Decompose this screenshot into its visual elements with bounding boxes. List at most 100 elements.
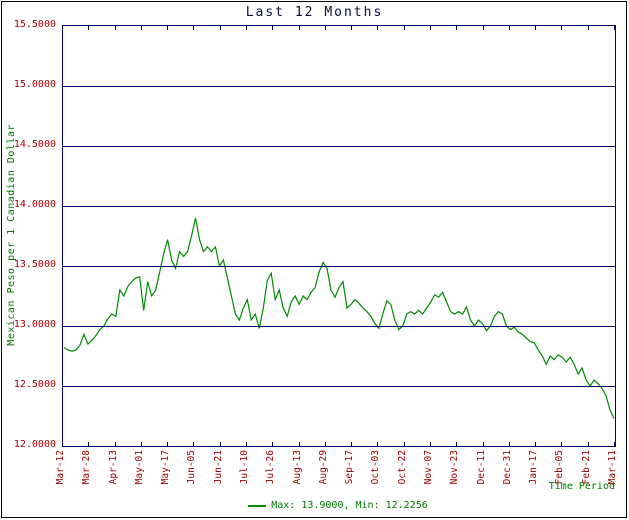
x-tick-label: Dec-31 [501,450,513,485]
y-tick-label: 12.0000 [13,439,56,450]
x-tick-label: Jul-26 [265,450,277,485]
x-tick-label: Mar-11 [607,450,618,485]
tick-mark [325,442,326,446]
gridline [63,86,615,87]
tick-mark [351,442,352,446]
tick-mark [430,26,431,30]
gridline [63,266,615,267]
x-tick: Jun-05 [186,450,200,494]
x-tick-label: May-01 [133,450,145,485]
tick-mark [246,26,247,30]
tick-mark [588,442,589,446]
tick-mark [167,442,168,446]
x-tick: Oct-03 [370,450,384,494]
x-tick: Dec-31 [502,450,516,494]
x-tick: Mar-12 [55,450,69,494]
tick-mark [193,442,194,446]
tick-mark [88,442,89,446]
x-tick: Jan-17 [528,450,542,494]
x-tick-label: Jan-17 [528,450,540,485]
tick-mark [561,26,562,30]
gridline [63,146,615,147]
tick-mark [483,26,484,30]
tick-mark [272,442,273,446]
series-line [63,217,615,419]
tick-mark [141,26,142,30]
tick-mark [456,26,457,30]
tick-mark [220,442,221,446]
x-tick: May-17 [160,450,174,494]
x-tick: Nov-07 [423,450,437,494]
tick-mark [62,26,63,30]
tick-mark [535,26,536,30]
tick-mark [88,26,89,30]
x-tick: Oct-22 [397,450,411,494]
legend-line-swatch [248,504,267,507]
x-tick: Jun-21 [213,450,227,494]
tick-mark [509,442,510,446]
x-tick-label: Sep-17 [344,450,356,485]
tick-mark [272,26,273,30]
tick-mark [535,442,536,446]
tick-mark [246,442,247,446]
x-tick-label: May-17 [160,450,172,485]
x-tick: Nov-23 [449,450,463,494]
x-tick: Sep-17 [344,450,358,494]
x-tick: Dec-11 [476,450,490,494]
x-tick: Jul-26 [265,450,279,494]
x-tick-label: Jun-21 [212,450,224,485]
tick-mark [377,442,378,446]
tick-mark [588,26,589,30]
legend: Max: 13.9000, Min: 12.2256 [62,500,614,511]
y-tick-label: 13.0000 [13,319,56,330]
tick-mark [614,26,615,30]
x-tick-label: Nov-07 [423,450,434,485]
gridline [63,206,615,207]
tick-mark [351,26,352,30]
line-chart [63,217,615,419]
tick-mark [299,442,300,446]
gridline [63,386,615,387]
x-tick: Aug-13 [292,450,306,494]
y-tick-label: 14.0000 [13,199,56,210]
x-tick: Apr-13 [108,450,122,494]
tick-mark [456,442,457,446]
x-tick: Mar-28 [81,450,95,494]
x-tick-label: Feb-05 [554,450,566,485]
x-tick-label: Feb-21 [580,450,592,485]
tick-mark [561,442,562,446]
tick-mark [325,26,326,30]
x-tick: Aug-29 [318,450,332,494]
x-tick-label: Aug-29 [317,450,329,485]
x-tick-label: Oct-22 [396,450,408,485]
gridline [63,326,615,327]
chart-title: Last 12 Months [245,5,384,20]
tick-mark [115,442,116,446]
x-tick-label: Mar-12 [55,450,66,485]
x-tick-label: Nov-23 [449,450,461,485]
plot-area [62,25,616,447]
y-tick-label: 14.5000 [13,139,56,150]
x-tick-label: Oct-03 [370,450,382,485]
x-tick-label: Mar-28 [81,450,93,485]
x-tick-label: Jun-05 [186,450,198,485]
tick-mark [509,26,510,30]
x-tick-label: Jul-10 [239,450,250,485]
x-tick-label: Apr-13 [107,450,119,485]
tick-mark [614,442,615,446]
legend-label: Max: 13.9000, Min: 12.2256 [271,500,428,511]
y-tick-label: 13.5000 [13,259,56,270]
x-tick: May-01 [134,450,148,494]
y-tick-label: 15.5000 [13,19,56,30]
tick-mark [483,442,484,446]
x-tick: Jul-10 [239,450,253,494]
x-tick-label: Dec-11 [475,450,487,485]
tick-mark [377,26,378,30]
tick-mark [220,26,221,30]
x-tick-label: Aug-13 [291,450,303,485]
x-axis-title: Time Period [548,481,615,492]
tick-mark [404,26,405,30]
y-tick-label: 12.5000 [13,379,56,390]
